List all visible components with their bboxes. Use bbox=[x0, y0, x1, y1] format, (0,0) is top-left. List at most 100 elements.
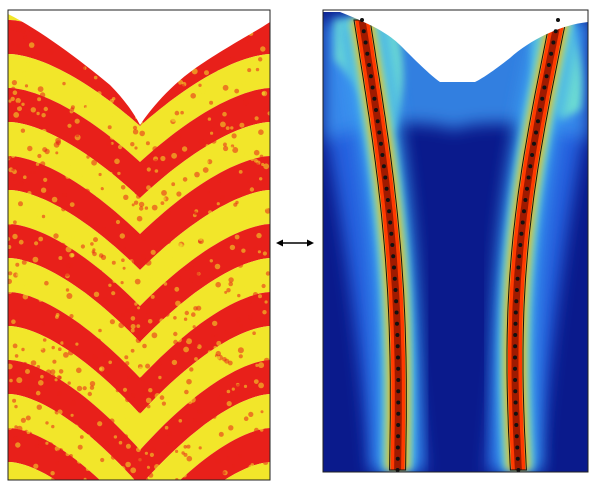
grain bbox=[237, 69, 241, 73]
grain bbox=[77, 459, 82, 464]
grain bbox=[267, 111, 270, 116]
grain bbox=[223, 411, 228, 417]
grain bbox=[8, 212, 12, 217]
layer-band bbox=[8, 190, 270, 306]
tracer-dot bbox=[523, 198, 528, 202]
grain bbox=[18, 239, 24, 245]
grain bbox=[39, 92, 46, 98]
grain bbox=[186, 378, 192, 385]
grain bbox=[146, 167, 151, 172]
grain bbox=[211, 127, 215, 131]
grain bbox=[215, 281, 221, 288]
grain bbox=[225, 393, 229, 398]
grain bbox=[152, 274, 156, 279]
grain bbox=[258, 57, 263, 62]
granular-layers-panel bbox=[8, 10, 270, 480]
grain bbox=[69, 238, 76, 244]
grain bbox=[258, 294, 262, 299]
grain bbox=[137, 306, 141, 310]
tracer-dot bbox=[393, 288, 398, 292]
grain bbox=[52, 359, 57, 364]
grain bbox=[40, 161, 46, 167]
grain bbox=[100, 226, 106, 232]
grain bbox=[211, 421, 215, 425]
tracer-dot bbox=[530, 153, 535, 157]
tracer-dot bbox=[553, 29, 558, 34]
grain bbox=[51, 196, 58, 203]
grain bbox=[21, 347, 25, 352]
grain bbox=[253, 379, 259, 384]
grain bbox=[142, 343, 147, 349]
tracer-dot bbox=[540, 96, 545, 101]
grain bbox=[51, 345, 55, 350]
grain bbox=[247, 314, 254, 320]
strain-field-panel bbox=[323, 10, 588, 472]
grain bbox=[28, 374, 35, 381]
grain bbox=[77, 454, 83, 460]
grain bbox=[161, 196, 166, 201]
grain bbox=[139, 432, 146, 439]
grain bbox=[62, 234, 69, 241]
grain bbox=[159, 318, 164, 323]
tracer-dot bbox=[520, 220, 525, 225]
tracer-dot bbox=[515, 276, 520, 281]
grain bbox=[144, 477, 149, 480]
grain bbox=[107, 125, 112, 130]
tracer-dot bbox=[516, 265, 521, 270]
grain bbox=[150, 446, 156, 452]
grain bbox=[231, 464, 236, 468]
grain bbox=[14, 425, 18, 429]
grain bbox=[75, 342, 79, 346]
grain bbox=[41, 214, 46, 219]
grain bbox=[115, 250, 120, 255]
grain bbox=[18, 201, 23, 207]
grain bbox=[171, 359, 178, 366]
grain bbox=[147, 319, 153, 324]
grain bbox=[78, 173, 83, 178]
grain bbox=[223, 91, 228, 96]
grain bbox=[53, 172, 59, 179]
grain bbox=[9, 21, 14, 27]
tracer-dot bbox=[395, 321, 399, 326]
tracer-dot bbox=[390, 243, 395, 247]
grain bbox=[34, 435, 39, 440]
grain bbox=[13, 308, 19, 315]
grain bbox=[91, 159, 97, 166]
grain bbox=[124, 355, 129, 360]
grain bbox=[188, 277, 194, 283]
grain bbox=[100, 457, 105, 463]
grain bbox=[241, 80, 247, 85]
grain bbox=[198, 237, 203, 242]
grain bbox=[25, 415, 31, 421]
grain bbox=[114, 158, 120, 165]
grain bbox=[90, 242, 94, 246]
grain bbox=[65, 161, 71, 168]
grain bbox=[228, 425, 234, 431]
tracer-dot bbox=[556, 18, 560, 22]
grain bbox=[222, 84, 229, 91]
tracer-dot bbox=[372, 96, 377, 101]
grain bbox=[96, 91, 102, 96]
grain bbox=[96, 304, 100, 308]
grain bbox=[261, 90, 268, 97]
grain bbox=[17, 150, 23, 157]
grain bbox=[115, 266, 121, 272]
tracer-dot bbox=[395, 333, 400, 337]
grain bbox=[28, 171, 33, 175]
grain bbox=[125, 417, 130, 423]
grain bbox=[11, 86, 16, 91]
grain bbox=[26, 422, 30, 426]
grain bbox=[229, 56, 236, 62]
grain bbox=[226, 288, 231, 293]
grain bbox=[55, 140, 61, 146]
grain bbox=[23, 35, 28, 40]
grain bbox=[247, 68, 252, 73]
grain bbox=[59, 73, 65, 78]
grain bbox=[219, 296, 224, 302]
grain bbox=[173, 339, 178, 345]
grain bbox=[248, 411, 254, 417]
grain bbox=[8, 278, 12, 285]
grain bbox=[118, 322, 125, 329]
grain bbox=[70, 107, 75, 112]
grain bbox=[196, 158, 200, 162]
